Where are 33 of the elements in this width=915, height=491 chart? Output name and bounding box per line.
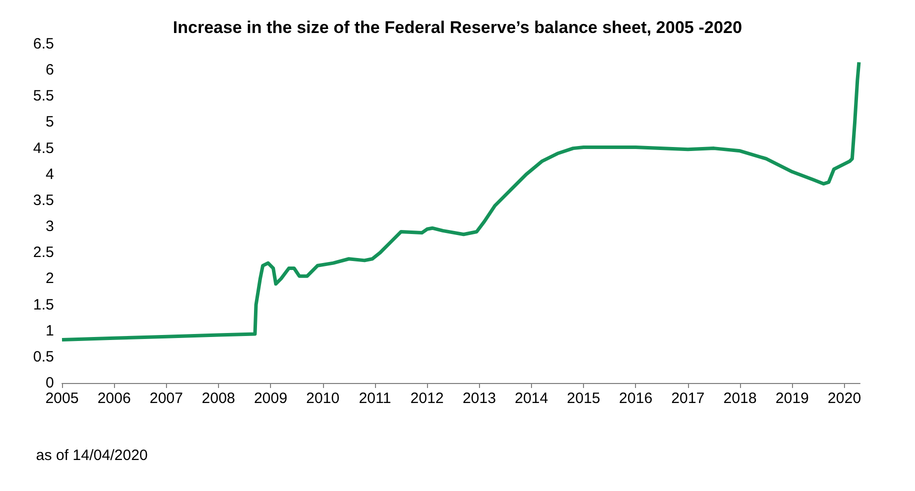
x-tick-label: 2007 bbox=[150, 390, 183, 407]
y-tick-label: 5.5 bbox=[33, 88, 54, 105]
y-tick-label: 0 bbox=[46, 374, 54, 392]
x-tick-label: 2020 bbox=[828, 390, 862, 407]
y-tick-label: 4.5 bbox=[33, 140, 54, 157]
x-tick-label: 2011 bbox=[358, 390, 392, 407]
y-tick-label: 6 bbox=[46, 62, 54, 79]
y-tick-label: 0.5 bbox=[33, 348, 54, 366]
y-tick-label: 2.5 bbox=[33, 244, 54, 262]
line-series bbox=[60, 60, 861, 342]
chart-title: Increase in the size of the Federal Reserve’s balance sheet, 2005 -2020 bbox=[172, 18, 742, 37]
text: as of 14/04/2020 bbox=[36, 447, 148, 464]
x-tick-label: 2008 bbox=[202, 390, 236, 407]
x-tick-label: 2019 bbox=[776, 390, 809, 407]
y-tick-label: 5 bbox=[46, 114, 54, 131]
y-tick-label: 1.5 bbox=[33, 296, 54, 314]
x-tick-label: 2016 bbox=[619, 390, 652, 407]
x-tick-label: 2005 bbox=[45, 390, 79, 407]
x-tick-label: 2012 bbox=[410, 390, 444, 407]
y-tick-label: 3 bbox=[46, 218, 54, 236]
x-tick-label: 2010 bbox=[306, 390, 340, 407]
y-tick-label: 6.5 bbox=[33, 36, 54, 52]
x-tick-label: 2013 bbox=[462, 390, 496, 407]
x-tick-label: 2015 bbox=[566, 390, 600, 407]
y-tick-label: 3.5 bbox=[33, 192, 54, 209]
x-tick-label: 2014 bbox=[514, 390, 548, 407]
x-tick-label: 2018 bbox=[723, 390, 757, 407]
y-tick-label: 2 bbox=[46, 270, 54, 288]
y-tick-label: 4 bbox=[46, 166, 54, 183]
y-tick-label: 1 bbox=[46, 322, 54, 340]
x-tick-label: 2009 bbox=[254, 390, 288, 407]
x-tick-label: 2006 bbox=[97, 390, 131, 407]
x-tick-label: 2017 bbox=[671, 390, 705, 407]
